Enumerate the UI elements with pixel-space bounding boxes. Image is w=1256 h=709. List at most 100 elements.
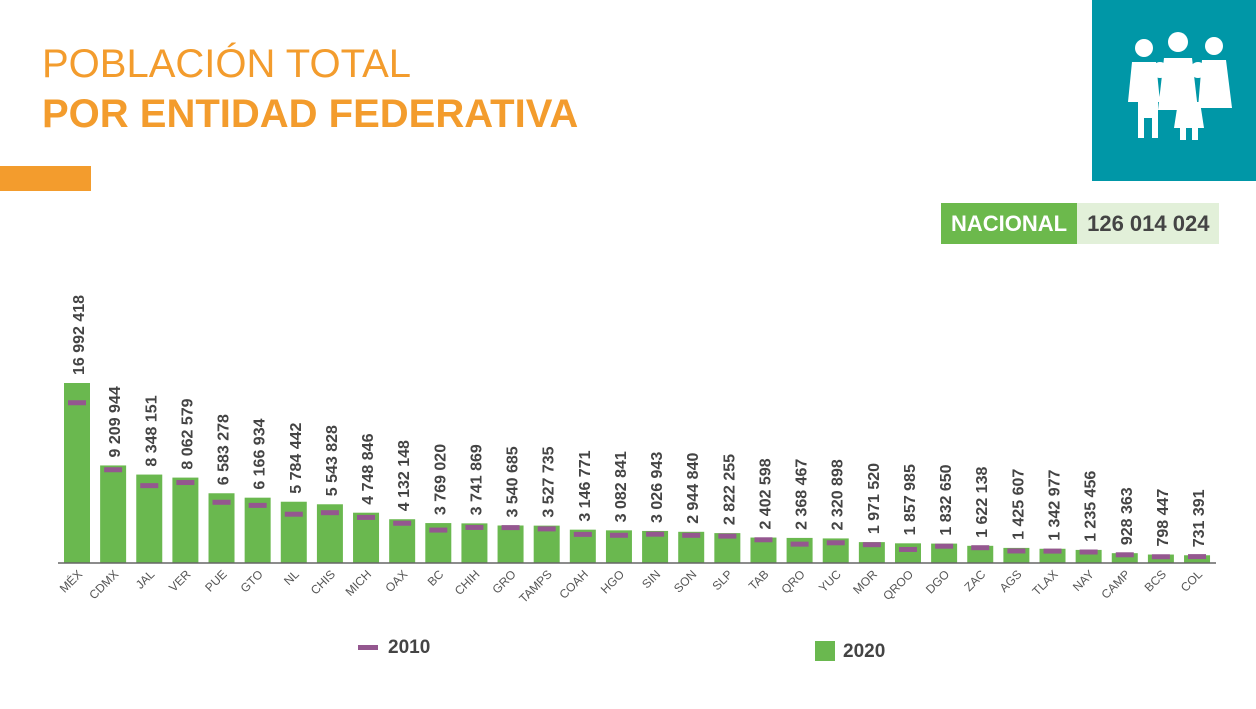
marker-2010-CHIS (320, 510, 339, 516)
category-label-MOR: MOR (850, 567, 880, 597)
category-label-PUE: PUE (202, 567, 229, 594)
bar-2020-TAMPS (533, 525, 560, 563)
data-label-GTO: 6 166 934 (252, 418, 269, 489)
family-icon (1092, 0, 1256, 181)
category-label-CAMP: CAMP (1098, 567, 1132, 601)
nacional-label: NACIONAL (941, 203, 1078, 244)
category-label-CHIH: CHIH (452, 567, 483, 598)
category-label-CDMX: CDMX (86, 567, 121, 602)
marker-2010-AGS (1007, 548, 1026, 554)
data-label-TAMPS: 3 527 735 (541, 446, 558, 517)
marker-2010-ZAC (971, 545, 990, 551)
data-label-NL: 5 784 442 (288, 422, 305, 493)
marker-2010-SON (682, 532, 701, 538)
data-label-CDMX: 9 209 944 (107, 386, 124, 457)
legend-2020-label: 2020 (843, 641, 886, 662)
category-label-ZAC: ZAC (962, 567, 989, 594)
marker-2010-CAMP (1115, 552, 1134, 558)
data-label-CAMP: 928 363 (1119, 487, 1136, 545)
marker-2010-CHIH (465, 524, 484, 530)
title-line1: POBLACIÓN TOTAL (42, 42, 412, 86)
data-label-TAB: 2 402 598 (757, 458, 774, 529)
marker-2010-TAB (754, 537, 773, 543)
accent-bar (0, 166, 91, 191)
marker-2010-TLAX (1043, 548, 1062, 554)
marker-2010-SLP (718, 533, 737, 539)
category-label-BC: BC (425, 567, 447, 589)
bar-2020-MICH (353, 512, 380, 563)
marker-2010-GTO (248, 502, 267, 508)
data-label-MÉX: 16 992 418 (71, 295, 88, 375)
bar-2020-OAX (389, 519, 416, 563)
bar-2020-CAMP (1111, 553, 1138, 563)
category-label-NAY: NAY (1070, 567, 1097, 594)
title-line2: POR ENTIDAD FEDERATIVA (42, 92, 579, 136)
category-label-TLAX: TLAX (1030, 567, 1061, 598)
bar-2020-GRO (497, 525, 524, 563)
data-label-QRO: 2 368 467 (794, 459, 811, 530)
category-label-MICH: MICH (343, 567, 375, 599)
marker-2010-OAX (393, 520, 412, 526)
marker-2010-YUC (826, 540, 845, 546)
data-label-SIN: 3 026 943 (649, 452, 666, 523)
data-label-NAY: 1 235 456 (1083, 471, 1100, 542)
marker-2010-JAL (140, 483, 159, 489)
data-label-OAX: 4 132 148 (396, 440, 413, 511)
category-label-CHIS: CHIS (308, 567, 338, 597)
marker-2010-COL (1188, 554, 1207, 560)
marker-2010-QROO (898, 546, 917, 552)
category-label-COAH: COAH (557, 567, 591, 601)
bar-2020-MOR (858, 542, 885, 563)
category-label-COL: COL (1178, 567, 1206, 595)
data-label-JAL: 8 348 151 (143, 395, 160, 466)
bar-2020-JAL (136, 474, 163, 563)
bar-2020-GTO (244, 497, 271, 563)
data-label-BCS: 798 447 (1155, 489, 1172, 547)
data-label-ZAC: 1 622 138 (974, 467, 991, 538)
data-label-COAH: 3 146 771 (577, 450, 594, 521)
marker-2010-NAY (1079, 549, 1098, 555)
data-label-BC: 3 769 020 (432, 444, 449, 515)
marker-2010-BC (429, 527, 448, 533)
category-label-VER: VER (166, 567, 194, 595)
marker-2010-NL (284, 511, 303, 517)
data-label-COL: 731 391 (1191, 489, 1208, 547)
category-label-MÉX: MÉX (56, 567, 85, 596)
marker-2010-CDMX (104, 467, 123, 473)
data-label-CHIH: 3 741 869 (468, 444, 485, 515)
marker-2010-HGO (609, 532, 628, 538)
category-label-JAL: JAL (133, 567, 158, 592)
data-label-SLP: 2 822 255 (721, 454, 738, 525)
bar-2020-VER (172, 477, 199, 563)
category-label-GRO: GRO (489, 567, 518, 596)
category-label-GTO: GTO (238, 567, 266, 595)
category-label-TAMPS: TAMPS (516, 567, 555, 606)
data-label-TLAX: 1 342 977 (1047, 469, 1064, 540)
nacional-total: NACIONAL 126 014 024 (941, 203, 1220, 244)
bar-2020-COL (1184, 555, 1211, 563)
data-label-AGS: 1 425 607 (1010, 469, 1027, 540)
data-label-MOR: 1 971 520 (866, 463, 883, 534)
marker-2010-TAMPS (537, 526, 556, 532)
category-label-SIN: SIN (639, 567, 663, 591)
category-label-BCS: BCS (1142, 567, 1169, 594)
category-label-SON: SON (671, 567, 699, 595)
marker-2010-BCS (1151, 554, 1170, 560)
marker-2010-MÉX (68, 400, 86, 406)
category-label-QRO: QRO (778, 567, 807, 596)
category-label-OAX: OAX (382, 567, 410, 595)
data-label-SON: 2 944 840 (685, 453, 702, 524)
category-label-AGS: AGS (997, 567, 1025, 595)
data-label-CHIS: 5 543 828 (324, 425, 341, 496)
category-label-QROO: QROO (880, 567, 916, 603)
data-label-VER: 8 062 579 (179, 398, 196, 469)
legend-2010-label: 2010 (388, 637, 431, 658)
marker-2010-SIN (646, 531, 665, 537)
marker-2010-MICH (357, 514, 376, 520)
marker-2010-DGO (935, 543, 954, 549)
data-label-QROO: 1 857 985 (902, 464, 919, 535)
bar-2020-MÉX (64, 383, 90, 563)
category-label-HGO: HGO (598, 567, 627, 596)
bar-2020-QROO (894, 543, 921, 563)
marker-2010-VER (176, 480, 195, 486)
